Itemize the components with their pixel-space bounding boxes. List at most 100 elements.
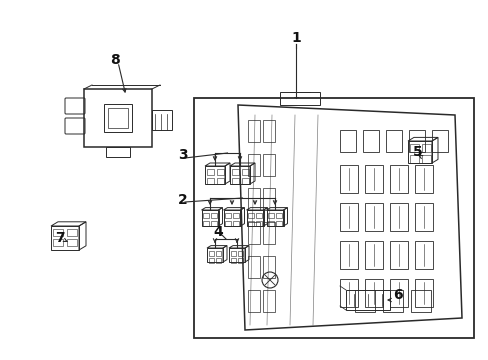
Bar xyxy=(232,213,239,218)
Bar xyxy=(238,258,243,263)
Bar xyxy=(224,221,230,226)
Bar xyxy=(216,258,221,263)
Bar xyxy=(389,279,407,307)
Bar xyxy=(106,147,130,157)
Bar xyxy=(247,213,253,218)
Bar xyxy=(247,256,260,278)
Bar xyxy=(224,213,230,218)
Bar xyxy=(242,169,248,175)
Bar xyxy=(263,154,274,176)
Bar xyxy=(206,169,214,175)
Bar xyxy=(339,279,357,307)
Bar xyxy=(408,130,424,152)
Bar xyxy=(232,221,239,226)
Bar xyxy=(409,155,418,163)
Bar xyxy=(247,154,260,176)
Bar xyxy=(267,221,273,226)
Bar xyxy=(263,222,274,244)
Bar xyxy=(263,188,274,210)
Bar xyxy=(230,258,236,263)
Bar xyxy=(362,130,378,152)
Bar xyxy=(216,251,221,256)
Bar xyxy=(414,165,432,193)
Bar xyxy=(247,290,260,312)
Bar xyxy=(231,169,239,175)
Bar xyxy=(229,166,249,184)
Bar xyxy=(53,229,63,236)
Bar xyxy=(414,279,432,307)
Bar xyxy=(409,144,418,152)
Bar xyxy=(256,213,262,218)
Bar xyxy=(242,178,248,184)
Bar xyxy=(431,130,447,152)
Bar xyxy=(263,120,274,142)
Bar xyxy=(208,258,214,263)
Bar xyxy=(256,221,262,226)
Bar xyxy=(267,213,273,218)
Bar xyxy=(266,210,283,226)
Text: 6: 6 xyxy=(392,288,402,302)
Bar xyxy=(339,203,357,231)
Bar xyxy=(263,256,274,278)
Bar xyxy=(51,226,79,250)
Bar xyxy=(210,221,217,226)
Bar xyxy=(414,241,432,269)
Bar xyxy=(364,203,382,231)
Text: 4: 4 xyxy=(213,225,223,239)
Bar xyxy=(231,178,239,184)
Bar xyxy=(346,290,389,310)
Bar xyxy=(53,239,63,246)
Bar xyxy=(108,108,128,128)
Bar xyxy=(389,203,407,231)
Bar xyxy=(247,120,260,142)
Bar xyxy=(228,248,244,262)
Bar xyxy=(421,155,430,163)
Bar xyxy=(410,290,430,312)
Bar xyxy=(385,130,401,152)
Bar xyxy=(421,144,430,152)
Bar xyxy=(247,222,260,244)
Text: 2: 2 xyxy=(178,193,187,207)
Bar xyxy=(275,221,282,226)
Bar xyxy=(354,290,374,312)
Bar xyxy=(210,213,217,218)
Bar xyxy=(339,241,357,269)
Bar xyxy=(84,89,152,147)
Bar xyxy=(263,290,274,312)
Bar xyxy=(206,248,223,262)
Bar xyxy=(203,221,208,226)
Bar xyxy=(382,290,402,312)
Bar xyxy=(389,241,407,269)
Bar xyxy=(339,130,355,152)
Bar xyxy=(204,166,224,184)
Bar xyxy=(364,165,382,193)
Bar xyxy=(217,178,224,184)
Bar xyxy=(414,203,432,231)
Bar xyxy=(67,239,77,246)
Bar xyxy=(275,213,282,218)
Bar xyxy=(246,210,263,226)
Bar xyxy=(203,213,208,218)
Bar xyxy=(67,229,77,236)
Bar xyxy=(152,110,172,130)
Bar xyxy=(194,98,473,338)
Bar xyxy=(247,221,253,226)
Text: 3: 3 xyxy=(178,148,187,162)
Bar xyxy=(389,165,407,193)
Bar xyxy=(247,188,260,210)
Bar xyxy=(217,169,224,175)
Bar xyxy=(238,251,243,256)
Bar xyxy=(208,251,214,256)
Text: 1: 1 xyxy=(290,31,300,45)
Bar xyxy=(201,210,218,226)
Bar xyxy=(230,251,236,256)
Text: 7: 7 xyxy=(55,231,65,245)
Bar xyxy=(223,210,240,226)
Bar xyxy=(206,178,214,184)
Bar xyxy=(364,279,382,307)
Bar xyxy=(407,141,431,163)
Bar xyxy=(104,104,132,132)
Bar xyxy=(364,241,382,269)
Text: 8: 8 xyxy=(110,53,120,67)
Bar xyxy=(339,165,357,193)
